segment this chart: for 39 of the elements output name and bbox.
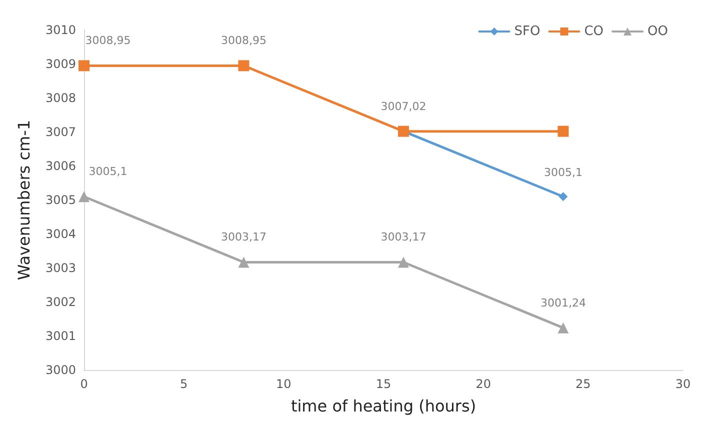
x-tick-label: 0 (80, 377, 88, 391)
x-tick-label: 15 (376, 377, 392, 391)
legend-label: OO (648, 24, 668, 39)
x-tick-label: 30 (675, 377, 691, 391)
point (558, 192, 568, 202)
data-label: 3003,17 (380, 230, 426, 244)
data-label: 3001,24 (540, 296, 586, 310)
x-tick-label: 20 (476, 377, 491, 391)
y-tick-label: 3007 (45, 125, 76, 139)
data-label: 3007,02 (380, 100, 426, 113)
y-axis-title: Wavenumbers cm-1 (14, 120, 34, 280)
legend-label: CO (584, 24, 604, 39)
x-tick-label: 5 (180, 377, 188, 391)
x-tick-label: 25 (576, 377, 591, 391)
y-tick-label: 3006 (45, 159, 76, 173)
data-label: 3008,95 (85, 34, 131, 48)
y-tick-label: 3004 (45, 227, 76, 241)
x-tick-label: 10 (276, 377, 292, 391)
point (558, 126, 569, 137)
data-label: 3003,17 (220, 230, 266, 244)
point (558, 322, 569, 334)
point (78, 60, 90, 72)
point (238, 60, 250, 72)
point (78, 191, 90, 202)
y-tick-label: 3001 (45, 329, 76, 343)
y-tick-label: 3005 (45, 193, 76, 207)
y-tick-label: 3008 (45, 91, 76, 105)
data-label: 3008,95 (220, 34, 266, 48)
legend-label: SFO (514, 24, 540, 39)
point (238, 256, 250, 268)
data-label: 3005,1 (88, 165, 128, 178)
data-label: 3005,1 (544, 166, 582, 180)
y-tick-label: 3002 (45, 295, 76, 309)
y-tick-label: 3003 (45, 261, 76, 275)
y-tick-label: 3009 (45, 57, 76, 71)
y-tick-label: 3010 (45, 23, 76, 37)
point (398, 256, 409, 268)
y-tick-label: 3000 (45, 363, 76, 377)
x-axis-title: time of heating (hours) (290, 396, 476, 416)
